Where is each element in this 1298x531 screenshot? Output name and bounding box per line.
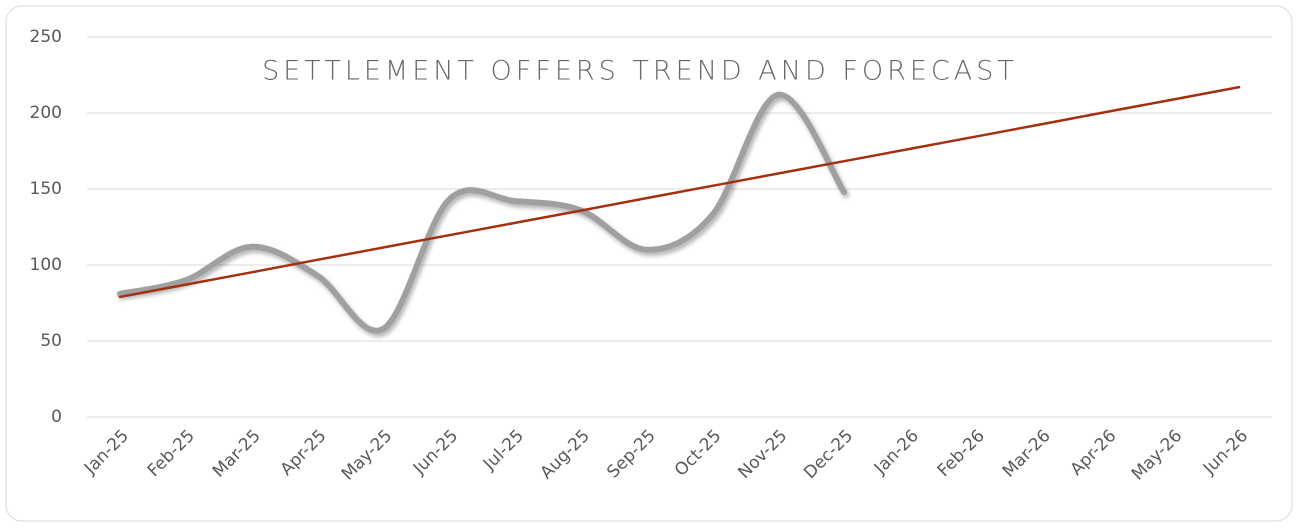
y-tick-label: 50	[40, 331, 62, 351]
y-tick-label: 200	[30, 103, 62, 123]
y-tick-label: 250	[30, 27, 62, 47]
y-tick-label: 100	[30, 255, 62, 275]
chart-title: SETTLEMENT OFFERS TREND AND FORECAST	[262, 56, 1018, 87]
trend-line	[118, 85, 1241, 299]
data-line	[116, 91, 848, 334]
y-tick-label: 150	[30, 179, 62, 199]
y-tick-label: 0	[51, 407, 62, 427]
chart-frame	[5, 5, 1293, 522]
